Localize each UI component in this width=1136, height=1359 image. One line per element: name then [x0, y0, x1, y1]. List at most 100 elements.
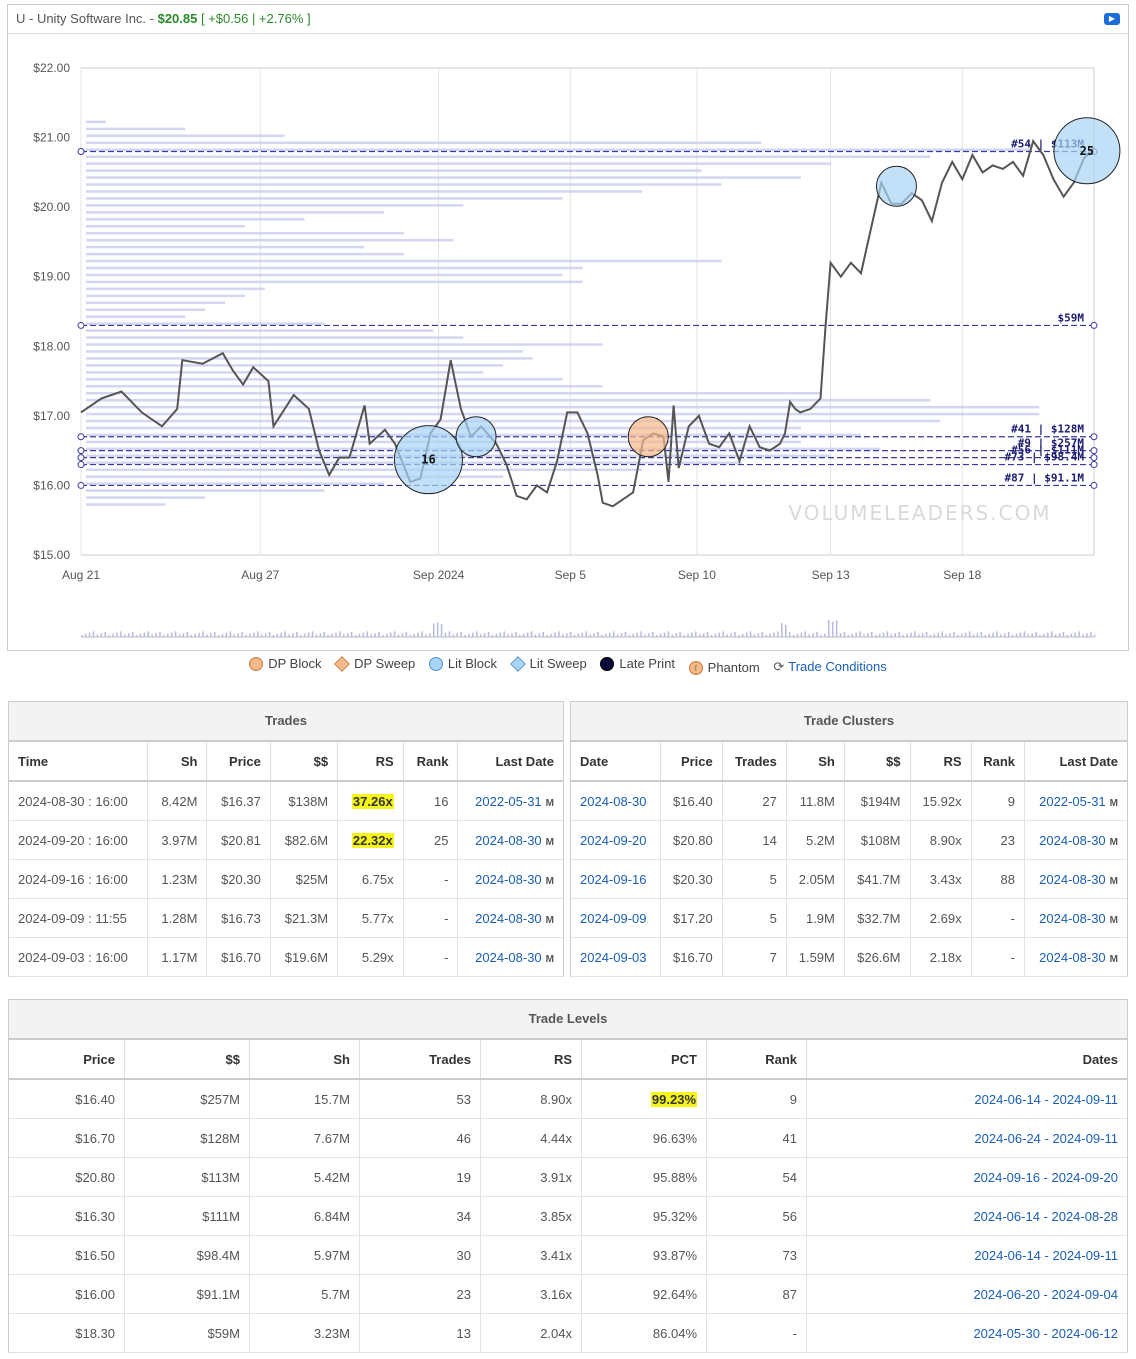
col-rs[interactable]: RS	[337, 742, 404, 782]
table-row[interactable]: $16.40 $257M 15.7M 53 8.90x 99.23% 9 2024-06-14…	[9, 1079, 1127, 1119]
cell-dates[interactable]: 2024-05-30 - 2024-06-12	[806, 1313, 1127, 1353]
col-price[interactable]: Price	[206, 742, 271, 782]
volume-bar	[542, 632, 545, 637]
legend-trade-conditions-label[interactable]: Trade Conditions	[788, 659, 887, 674]
col-price[interactable]: Price	[9, 1040, 125, 1080]
cell-last-date[interactable]: 2024-08-30 M	[1024, 820, 1127, 860]
table-row[interactable]: 2024-09-09 : 11:55 1.28M $16.73 $21.3M 5.77x…	[9, 898, 563, 938]
cell-date[interactable]: 2024-08-30	[571, 781, 661, 821]
volume-bar	[972, 634, 975, 637]
table-row[interactable]: 2024-09-09 $17.20 5 1.9M $32.7M 2.69x -2024-08…	[571, 898, 1127, 938]
legend-lit-sweep[interactable]: Lit Sweep	[509, 655, 587, 672]
volume-bar	[112, 633, 114, 637]
cell-date[interactable]: 2024-09-16	[571, 859, 661, 899]
cell-dates[interactable]: 2024-06-20 - 2024-09-04	[806, 1274, 1127, 1314]
legend-dp-sweep[interactable]: DP Sweep	[334, 655, 415, 672]
legend-lit-block[interactable]: Lit Block	[428, 656, 497, 671]
youtube-icon[interactable]: ▶	[1104, 13, 1120, 25]
volume-bar	[640, 631, 642, 637]
table-row[interactable]: $16.50 $98.4M 5.97M 30 3.41x 93.87% 73 2024-06-…	[9, 1235, 1127, 1275]
cell-last-date[interactable]: 2024-08-30 M	[457, 820, 563, 860]
legend-dp-block[interactable]: DP Block	[249, 656, 321, 671]
table-row[interactable]: $16.00 $91.1M 5.7M 23 3.16x 92.64% 87 2024-06-2…	[9, 1274, 1127, 1314]
volume-bar	[374, 633, 376, 637]
m-marker: M	[1109, 836, 1118, 848]
col-dollars[interactable]: $$	[124, 1040, 250, 1080]
trade-bubble	[455, 416, 497, 458]
volume-bar	[479, 634, 482, 637]
cell-rank: -	[706, 1313, 807, 1353]
volume-bar	[788, 632, 791, 637]
cell-last-date[interactable]: 2024-08-30 M	[1024, 898, 1127, 938]
table-row[interactable]: $16.70 $128M 7.67M 46 4.44x 96.63% 41 2024-06-2…	[9, 1118, 1127, 1158]
col-sh[interactable]: Sh	[249, 1040, 360, 1080]
cell-dates[interactable]: 2024-06-14 - 2024-09-11	[806, 1079, 1127, 1119]
table-row[interactable]: 2024-09-03 $16.70 7 1.59M $26.6M 2.18x -2024-0…	[571, 937, 1127, 977]
col-last-date[interactable]: Last Date	[457, 742, 563, 782]
volume-bar	[745, 632, 748, 637]
cell-last-date[interactable]: 2024-08-30 M	[457, 898, 563, 938]
cell-last-date[interactable]: 2022-05-31 M	[1024, 781, 1127, 821]
col-dollars[interactable]: $$	[270, 742, 339, 782]
table-row[interactable]: 2024-09-16 $20.30 5 2.05M $41.7M 3.43x 88 2024-…	[571, 859, 1127, 899]
cell-time: 2024-09-16 : 16:00	[9, 859, 148, 899]
col-sh[interactable]: Sh	[786, 742, 845, 782]
volume-bar	[933, 633, 936, 637]
col-trades[interactable]: Trades	[359, 1040, 481, 1080]
col-rank[interactable]: Rank	[706, 1040, 807, 1080]
col-pct[interactable]: PCT	[581, 1040, 707, 1080]
cell-date[interactable]: 2024-09-20	[571, 820, 661, 860]
table-row[interactable]: $16.30 $111M 6.84M 34 3.85x 95.32% 56 2024-06-1…	[9, 1196, 1127, 1236]
col-trades[interactable]: Trades	[722, 742, 787, 782]
cell-date[interactable]: 2024-09-09	[571, 898, 661, 938]
col-sh[interactable]: Sh	[147, 742, 208, 782]
cell-last-date[interactable]: 2024-08-30 M	[457, 859, 563, 899]
col-last-date[interactable]: Last Date	[1024, 742, 1127, 782]
table-row[interactable]: $18.30 $59M 3.23M 13 2.04x 86.04% -2024-05-30 …	[9, 1313, 1127, 1353]
legend-trade-conditions[interactable]: ⟳ Trade Conditions	[773, 659, 886, 675]
legend-late-print[interactable]: Late Print	[600, 656, 675, 671]
cell-dollars: $21.3M	[270, 898, 339, 938]
table-row[interactable]: 2024-08-30 : 16:00 8.42M $16.37 $138M 37.26x…	[9, 781, 563, 821]
cell-dates[interactable]: 2024-09-16 - 2024-09-20	[806, 1157, 1127, 1197]
cell-pct: 96.63%	[581, 1118, 707, 1158]
cell-rank: 16	[403, 781, 459, 821]
col-dollars[interactable]: $$	[844, 742, 911, 782]
col-rs[interactable]: RS	[910, 742, 972, 782]
col-dates[interactable]: Dates	[806, 1040, 1127, 1080]
table-row[interactable]: 2024-09-03 : 16:00 1.17M $16.70 $19.6M 5.29x…	[9, 937, 563, 977]
cell-time: 2024-09-03 : 16:00	[9, 937, 148, 977]
table-row[interactable]: $20.80 $113M 5.42M 19 3.91x 95.88% 54 2024-09-1…	[9, 1157, 1127, 1197]
volume-profile-bar	[86, 357, 533, 360]
cell-last-date[interactable]: 2024-08-30 M	[1024, 859, 1127, 899]
table-row[interactable]: 2024-09-20 $20.80 14 5.2M $108M 8.90x 23 2024-0…	[571, 820, 1127, 860]
cell-dollars: $108M	[844, 820, 911, 860]
col-rank[interactable]: Rank	[971, 742, 1026, 782]
price-change: [ +$0.56 | +2.76% ]	[200, 11, 311, 26]
volume-bar	[264, 633, 267, 637]
col-rank[interactable]: Rank	[403, 742, 459, 782]
legend-phantom[interactable]: ℓ Phantom	[688, 660, 760, 675]
col-date[interactable]: Date	[571, 742, 661, 782]
volume-bar	[405, 632, 408, 637]
cell-date[interactable]: 2024-09-03	[571, 937, 661, 977]
table-row[interactable]: 2024-09-16 : 16:00 1.23M $20.30 $25M 6.75x -2…	[9, 859, 563, 899]
col-time[interactable]: Time	[9, 742, 148, 782]
cell-last-date[interactable]: 2024-08-30 M	[457, 937, 563, 977]
volume-bar	[257, 631, 259, 637]
cell-last-date[interactable]: 2022-05-31 M	[457, 781, 563, 821]
cell-dates[interactable]: 2024-06-14 - 2024-08-28	[806, 1196, 1127, 1236]
cell-last-date[interactable]: 2024-08-30 M	[1024, 937, 1127, 977]
col-rs[interactable]: RS	[480, 1040, 582, 1080]
volume-bar	[847, 635, 850, 637]
volume-bar	[710, 635, 713, 637]
col-price[interactable]: Price	[660, 742, 723, 782]
volume-bar	[386, 633, 388, 637]
cell-trades: 34	[359, 1196, 481, 1236]
table-row[interactable]: 2024-09-20 : 16:00 3.97M $20.81 $82.6M 22.32…	[9, 820, 563, 860]
cell-dates[interactable]: 2024-06-24 - 2024-09-11	[806, 1118, 1127, 1158]
table-row[interactable]: 2024-08-30 $16.40 27 11.8M $194M 15.92x 9 2022-…	[571, 781, 1127, 821]
x-tick-label: Sep 18	[943, 568, 981, 582]
cell-dates[interactable]: 2024-06-14 - 2024-09-11	[806, 1235, 1127, 1275]
cell-sh: 5.2M	[786, 820, 845, 860]
